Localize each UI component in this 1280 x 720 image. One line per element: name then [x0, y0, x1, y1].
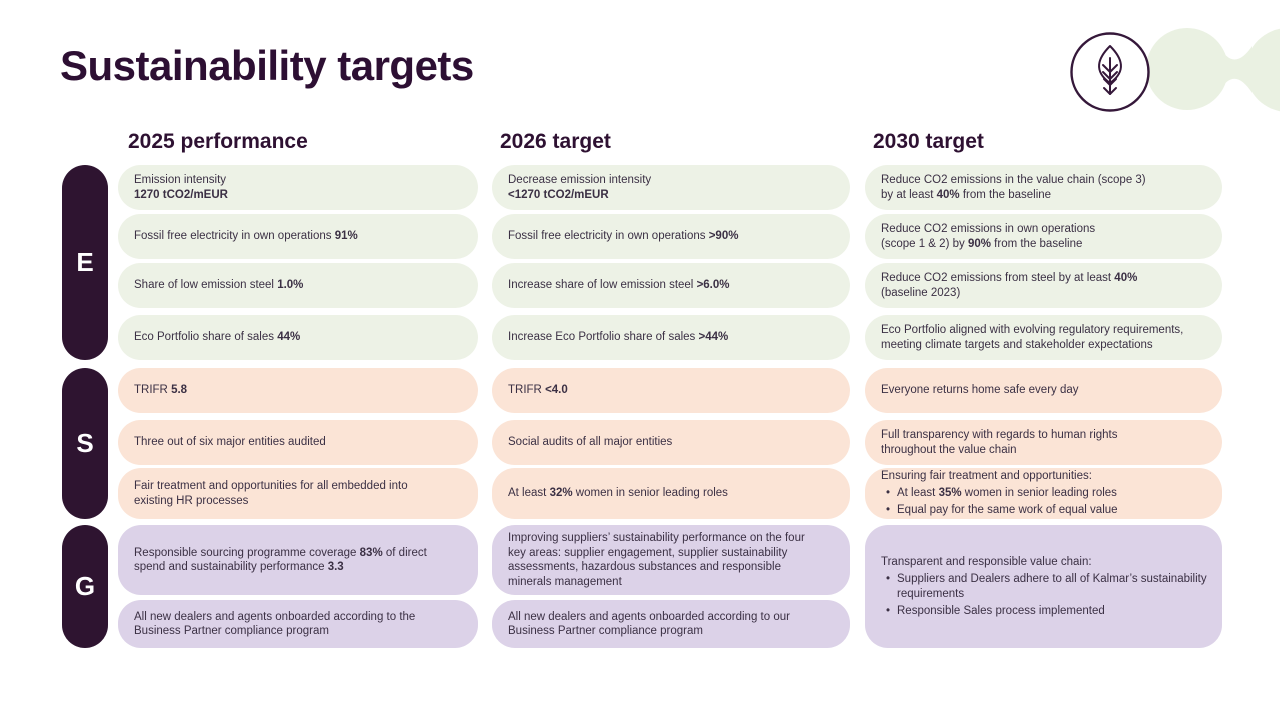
text-line: meeting climate targets and stakeholder … [881, 338, 1153, 351]
text-line: Reduce CO2 emissions from steel by at le… [881, 272, 1138, 284]
text-line: All new dealers and agents onboarded acc… [508, 610, 790, 623]
targets-grid: E S G Emission intensity 1270 tCO2/mEUR Fo… [62, 165, 1222, 648]
bullet-line: • Equal pay for the same work of equal va… [881, 503, 1208, 518]
target-cell-2030-row7: Ensuring fair treatment and opportunitie… [865, 468, 1222, 519]
text-line: (scope 1 & 2) by 90% from the baseline [881, 237, 1083, 250]
text-line: Eco Portfolio share of sales 44% [134, 331, 301, 344]
text-line: existing HR processes [134, 494, 249, 507]
target-cell-2026-row8: Improving suppliers’ sustainability perf… [492, 525, 850, 595]
bullet-marker: • [886, 604, 891, 617]
text-line: All new dealers and agents onboarded acc… [134, 610, 416, 623]
text-line: Responsible sourcing programme coverage … [134, 546, 427, 559]
text-line: Reduce CO2 emissions in the value chain … [881, 174, 1146, 186]
text-line: Business Partner compliance program [508, 625, 703, 637]
bullet-marker: • [886, 504, 891, 517]
target-cell-2025-row6: Three out of six major entities audited [118, 420, 478, 465]
text-line: Business Partner compliance program [134, 625, 329, 637]
target-cell-2025-row2: Fossil free electricity in own operation… [118, 214, 478, 259]
target-cell-2030-row1: Reduce CO2 emissions in the value chain … [865, 165, 1222, 210]
text-line: spend and sustainability performance 3.3 [134, 561, 344, 573]
text-line: <1270 tCO2/mEUR [508, 188, 609, 201]
text-line: TRIFR <4.0 [508, 384, 568, 397]
text-line: Social audits of all major entities [508, 436, 673, 449]
group-pill-environment: E [62, 165, 108, 360]
target-cell-2025-row5: TRIFR 5.8 [118, 368, 478, 413]
target-cell-2025-row8: Responsible sourcing programme coverage … [118, 525, 478, 595]
text-line: assessments, hazardous substances and re… [508, 561, 781, 573]
target-cell-2026-row3: Increase share of low emission steel >6.… [492, 263, 850, 308]
bullet-marker: • [886, 573, 891, 585]
group-pill-governance: G [62, 525, 108, 648]
text-line: Improving suppliers’ sustainability perf… [508, 532, 805, 544]
text-line: Transparent and responsible value chain: [881, 556, 1092, 568]
group-pill-social: S [62, 368, 108, 519]
target-cell-2025-row7: Fair treatment and opportunities for all… [118, 468, 478, 519]
text-line: At least 32% women in senior leading rol… [508, 487, 728, 500]
target-cell-2026-row2: Fossil free electricity in own operation… [492, 214, 850, 259]
target-cell-2030-row4: Eco Portfolio aligned with evolving regu… [865, 315, 1222, 360]
target-cell-2026-row5: TRIFR <4.0 [492, 368, 850, 413]
text-line: Ensuring fair treatment and opportunitie… [881, 470, 1092, 483]
text-line: Fossil free electricity in own operation… [508, 230, 739, 243]
target-cell-2030-row8: Transparent and responsible value chain:… [865, 525, 1222, 648]
target-cell-2030-row6: Full transparency with regards to human … [865, 420, 1222, 465]
target-cell-2026-row1: Decrease emission intensity <1270 tCO2/mE… [492, 165, 850, 210]
text-line: by at least 40% from the baseline [881, 188, 1052, 201]
text-line: TRIFR 5.8 [134, 384, 188, 397]
target-cell-2026-row9: All new dealers and agents onboarded acc… [492, 600, 850, 648]
target-cell-2026-row7: At least 32% women in senior leading rol… [492, 468, 850, 519]
target-cell-2030-row3: Reduce CO2 emissions from steel by at le… [865, 263, 1222, 308]
text-line: Full transparency with regards to human … [881, 429, 1118, 441]
target-cell-2026-row6: Social audits of all major entities [492, 420, 850, 465]
text-line: Fossil free electricity in own operation… [134, 230, 358, 243]
target-cell-2025-row1: Emission intensity 1270 tCO2/mEUR [118, 165, 478, 210]
text-line: Increase Eco Portfolio share of sales >4… [508, 331, 729, 344]
column-header-2030-target: 2030 target [873, 130, 984, 153]
target-cell-2025-row9: All new dealers and agents onboarded acc… [118, 600, 478, 648]
text-line: Increase share of low emission steel >6.… [508, 279, 730, 292]
text-line: throughout the value chain [881, 443, 1017, 456]
text-line: Fair treatment and opportunities for all… [134, 480, 408, 492]
target-cell-2030-row5: Everyone returns home safe every day [865, 368, 1222, 413]
text-line: Emission intensity [134, 174, 227, 186]
text-line: Eco Portfolio aligned with evolving regu… [881, 324, 1184, 336]
bullet-marker: • [886, 487, 891, 500]
target-cell-2025-row4: Eco Portfolio share of sales 44% [118, 315, 478, 360]
page-title: Sustainability targets [60, 42, 474, 89]
text-line: (baseline 2023) [881, 286, 961, 299]
decorative-green-blob [1146, 28, 1280, 112]
leaf-icon [1070, 32, 1150, 112]
text-line: Decrease emission intensity [508, 174, 652, 186]
target-cell-2030-row2: Reduce CO2 emissions in own operations (s… [865, 214, 1222, 259]
text-line: minerals management [508, 575, 622, 588]
text-line: Everyone returns home safe every day [881, 384, 1079, 397]
text-line: Share of low emission steel 1.0% [134, 279, 304, 292]
bullet-line: • At least 35% women in senior leading ro… [881, 486, 1208, 501]
bullet-line: • Responsible Sales process implemented [881, 604, 1208, 619]
text-line: Three out of six major entities audited [134, 436, 326, 449]
text-line: Reduce CO2 emissions in own operations [881, 223, 1096, 235]
target-cell-2025-row3: Share of low emission steel 1.0% [118, 263, 478, 308]
bullet-line: • Suppliers and Dealers adhere to all of … [881, 572, 1208, 601]
text-line: 1270 tCO2/mEUR [134, 188, 228, 201]
column-header-2025-performance: 2025 performance [128, 130, 308, 153]
text-line: key areas: supplier engagement, supplier… [508, 546, 788, 559]
column-header-2026-target: 2026 target [500, 130, 611, 153]
target-cell-2026-row4: Increase Eco Portfolio share of sales >4… [492, 315, 850, 360]
